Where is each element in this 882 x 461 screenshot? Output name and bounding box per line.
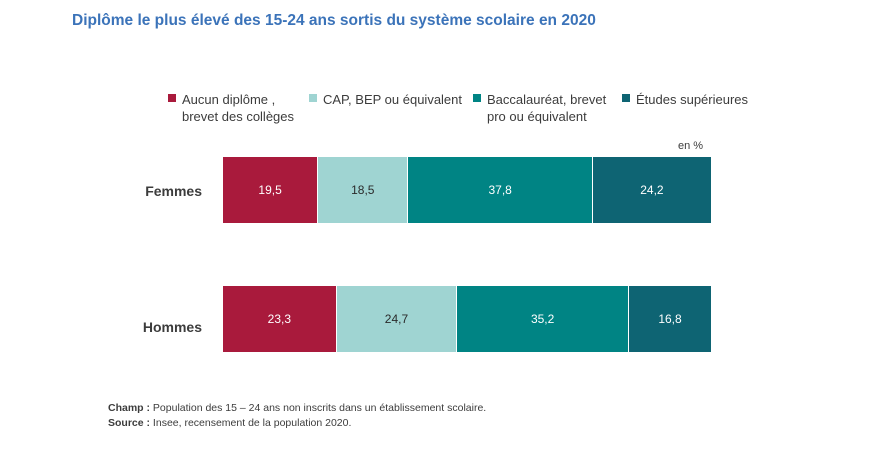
bar-hommes: 23,3 24,7 35,2 16,8 — [223, 286, 711, 352]
legend-swatch — [473, 94, 481, 102]
legend-label: Baccalauréat, brevet pro ou équivalent — [487, 92, 607, 124]
category-label-hommes: Hommes — [142, 319, 202, 335]
unit-label: en % — [678, 140, 704, 152]
footer-source: Source : Insee, recensement de la popula… — [108, 417, 351, 429]
footer-champ: Champ : Population des 15 – 24 ans non i… — [108, 402, 486, 414]
bar-segment-etudes-superieures: 24,2 — [592, 157, 711, 223]
source-text: Insee, recensement de la population 2020… — [150, 417, 352, 429]
bar-segment-baccalaureat: 37,8 — [408, 157, 593, 223]
legend-label: CAP, BEP ou équivalent — [323, 92, 463, 107]
bar-segment-cap-bep: 18,5 — [318, 157, 409, 223]
data-label: 19,5 — [258, 183, 282, 197]
champ-label: Champ : — [108, 402, 150, 414]
data-label: 24,7 — [384, 312, 409, 326]
bar-segment-cap-bep: 24,7 — [336, 286, 458, 352]
data-label: 35,2 — [530, 312, 555, 326]
data-label: 23,3 — [267, 312, 292, 326]
bar-segment-aucun-diplome: 19,5 — [223, 157, 319, 223]
champ-text: Population des 15 – 24 ans non inscrits … — [150, 402, 487, 414]
bar-segment-baccalaureat: 35,2 — [457, 286, 629, 352]
category-label-femmes: Femmes — [145, 183, 202, 199]
chart-title: Diplôme le plus élevé des 15-24 ans sort… — [72, 12, 596, 29]
legend-label: Études supérieures — [636, 92, 749, 107]
legend-swatch — [622, 94, 630, 102]
bar-segment-aucun-diplome: 23,3 — [223, 286, 337, 352]
legend-swatch — [309, 94, 317, 102]
data-label: 18,5 — [351, 183, 375, 197]
legend-swatch — [168, 94, 176, 102]
legend-label: Aucun diplôme , brevet des collèges — [182, 92, 295, 124]
source-label: Source : — [108, 417, 151, 429]
data-label: 37,8 — [488, 183, 512, 197]
bar-femmes: 19,5 18,5 37,8 24,2 — [223, 157, 711, 223]
data-label: 24,2 — [640, 183, 664, 197]
data-label: 16,8 — [658, 312, 682, 326]
bar-segment-etudes-superieures: 16,8 — [629, 286, 711, 352]
